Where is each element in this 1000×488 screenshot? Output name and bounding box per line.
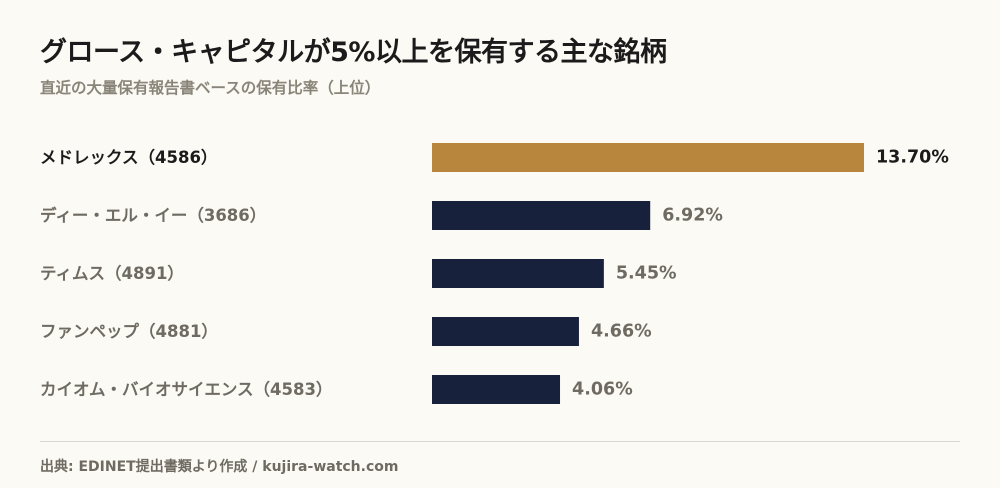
bar	[432, 201, 651, 230]
source-note: 出典: EDINET提出書類より作成 / kujira-watch.com	[40, 459, 399, 475]
value-label: 5.45%	[616, 264, 677, 284]
category-label: ディー・エル・イー（3686）	[40, 205, 266, 225]
category-label: ティムス（4891）	[40, 263, 184, 283]
chart-title: グロース・キャピタルが5%以上を保有する主な銘柄	[40, 37, 667, 68]
bar	[432, 259, 604, 288]
chart-subtitle: 直近の大量保有報告書ベースの保有比率（上位）	[40, 79, 381, 97]
value-label: 4.66%	[591, 322, 652, 342]
value-label: 13.70%	[876, 148, 949, 168]
category-label: カイオム・バイオサイエンス（4583）	[40, 379, 332, 399]
footer-divider	[40, 441, 960, 442]
bar	[432, 143, 864, 172]
bar	[432, 317, 579, 346]
bar	[432, 375, 561, 404]
value-label: 4.06%	[572, 380, 633, 400]
value-label: 6.92%	[662, 206, 723, 226]
category-label: メドレックス（4586）	[40, 147, 217, 167]
category-label: ファンペップ（4881）	[40, 321, 218, 341]
